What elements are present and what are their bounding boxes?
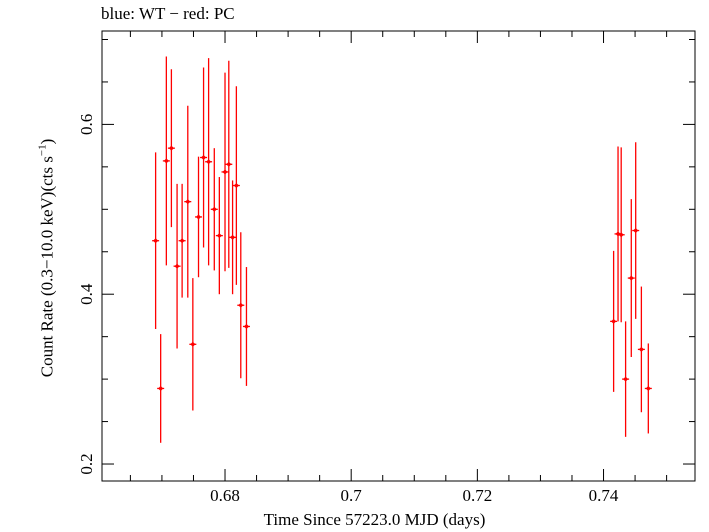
data-point <box>229 180 237 295</box>
x-tick-label: 0.7 <box>341 486 363 505</box>
data-point <box>173 183 181 349</box>
data-point <box>622 321 630 437</box>
marker <box>226 161 232 167</box>
data-point <box>617 147 625 323</box>
data-point <box>225 60 233 268</box>
data-point <box>221 72 229 272</box>
data-point <box>184 105 192 298</box>
marker <box>638 346 644 352</box>
marker <box>645 385 651 391</box>
data-point <box>637 286 645 413</box>
data-point <box>157 334 165 443</box>
x-tick-label: 0.74 <box>589 486 619 505</box>
marker <box>222 169 228 175</box>
x-axis-label: Time Since 57223.0 MJD (days) <box>263 510 486 529</box>
y-axis-label-exponent: −1 <box>36 144 49 157</box>
data-point <box>178 183 186 298</box>
y-tick-label: 0.2 <box>77 453 96 474</box>
marker <box>633 227 639 234</box>
plot-border <box>101 30 696 482</box>
data-point <box>162 56 170 266</box>
axis-tick-labels: 0.68 0.7 0.72 0.74 0.2 0.4 0.6 <box>77 114 619 505</box>
marker <box>628 275 634 281</box>
data-point <box>205 58 213 266</box>
marker <box>158 385 164 391</box>
data-point <box>167 69 175 228</box>
marker <box>190 341 196 347</box>
marker <box>174 263 180 269</box>
data-point <box>232 86 240 285</box>
data-point <box>195 156 203 278</box>
data-point <box>632 142 640 319</box>
data-point <box>210 148 218 271</box>
marker <box>211 206 217 212</box>
marker <box>168 145 174 151</box>
marker <box>611 318 617 324</box>
data-point <box>242 267 250 386</box>
y-axis-label-main: Count Rate (0.3−10.0 keV)(cts s <box>37 156 57 378</box>
marker <box>179 238 185 244</box>
marker <box>195 214 202 220</box>
y-axis-label: Count Rate (0.3−10.0 keV)(cts s−1) <box>37 139 58 378</box>
x-tick-label: 0.72 <box>462 486 492 505</box>
data-point <box>644 343 652 434</box>
data-point <box>200 67 208 248</box>
y-tick-label: 0.6 <box>77 114 96 135</box>
marker <box>623 376 629 382</box>
marker <box>206 159 212 165</box>
data-point <box>610 250 618 392</box>
data-point <box>237 232 245 379</box>
marker <box>153 238 159 244</box>
data-point <box>189 278 197 411</box>
marker <box>233 182 239 189</box>
marker <box>238 302 244 308</box>
marker <box>163 158 169 164</box>
chart-title: blue: WT − red: PC <box>101 4 235 23</box>
y-tick-label: 0.4 <box>77 283 96 305</box>
data-points <box>152 56 652 443</box>
marker <box>216 233 222 239</box>
data-point <box>152 152 160 330</box>
plot-frame <box>101 30 696 482</box>
x-tick-label: 0.68 <box>210 486 240 505</box>
marker <box>185 199 191 205</box>
marker <box>243 323 250 330</box>
marker <box>230 234 236 240</box>
marker <box>201 154 207 161</box>
data-point <box>627 199 635 358</box>
data-point <box>215 177 223 295</box>
y-axis-label-close: ) <box>37 138 57 145</box>
axis-ticks <box>102 31 695 481</box>
